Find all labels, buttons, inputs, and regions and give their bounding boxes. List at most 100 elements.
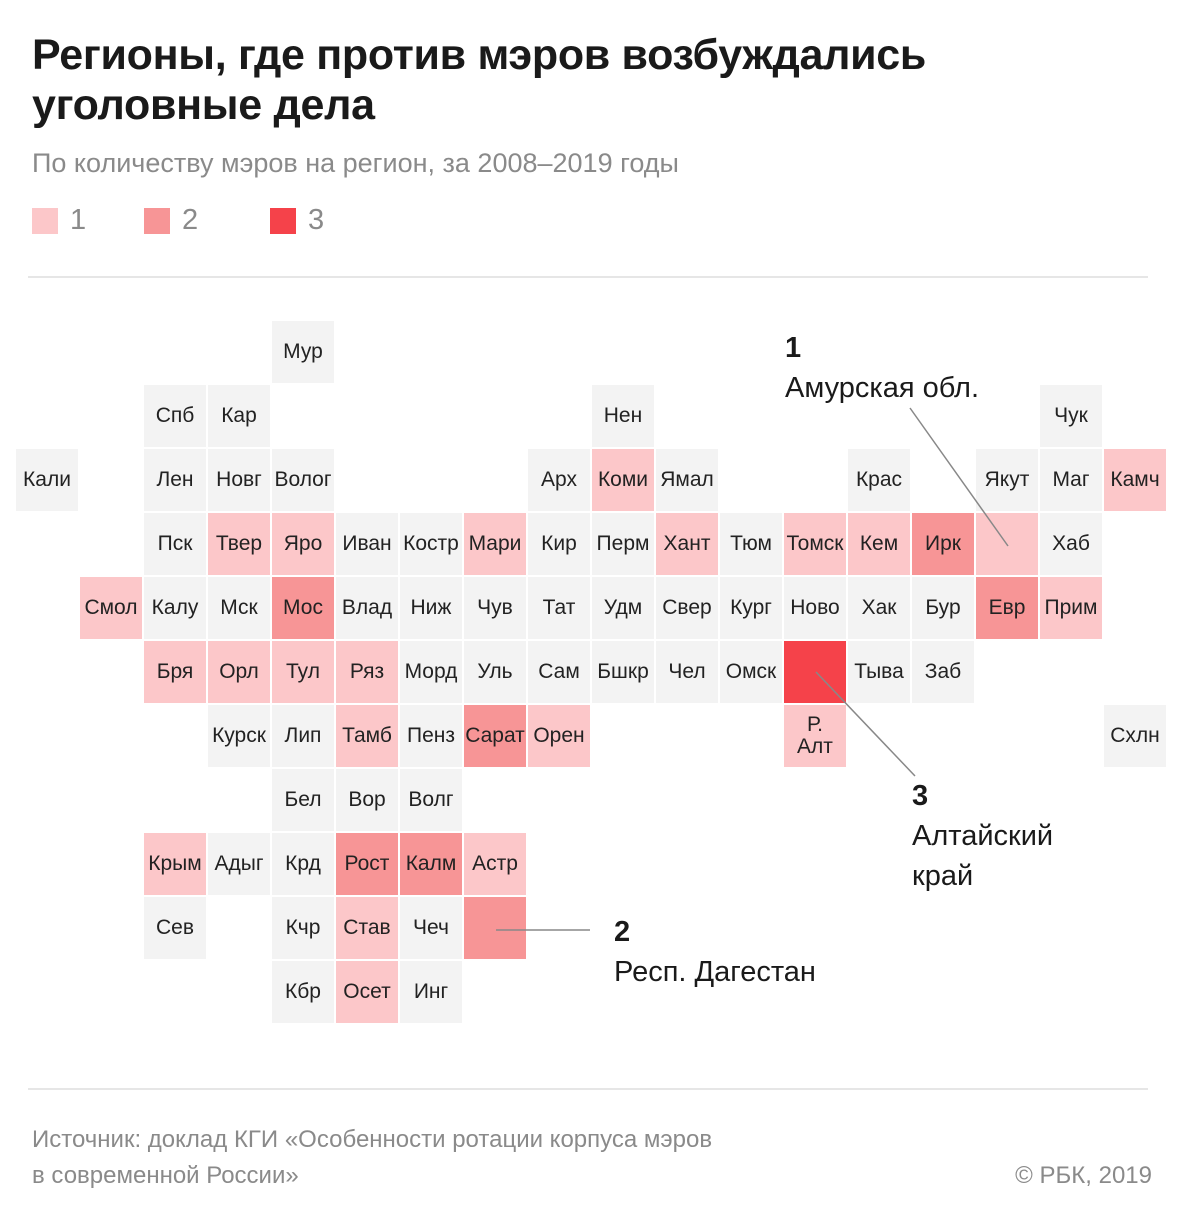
region-tile-яро: Яро	[272, 513, 334, 575]
annotation-amur-text: Амурская обл.	[785, 372, 980, 404]
region-tile-орен: Орен	[528, 705, 590, 767]
region-tile-иван: Иван	[336, 513, 398, 575]
region-tile-хаб: Хаб	[1040, 513, 1102, 575]
annotation-altai-text-line1: Алтайский	[912, 820, 1054, 852]
region-tile-свер: Свер	[656, 577, 718, 639]
legend-swatch-2	[144, 208, 170, 234]
region-tile-нен: Нен	[592, 385, 654, 447]
region-tile-лип: Лип	[272, 705, 334, 767]
region-tile-чел: Чел	[656, 641, 718, 703]
region-tile-став: Став	[336, 897, 398, 959]
region-tile-ямал: Ямал	[656, 449, 718, 511]
region-tile-евр: Евр	[976, 577, 1038, 639]
region-tile-сарат: Сарат	[464, 705, 526, 767]
region-tile-морд: Морд	[400, 641, 462, 703]
region-tile-кали: Кали	[16, 449, 78, 511]
region-tile-бшкр: Бшкр	[592, 641, 654, 703]
region-tile-маг: Маг	[1040, 449, 1102, 511]
region-tile-чук: Чук	[1040, 385, 1102, 447]
region-tile-крым: Крым	[144, 833, 206, 895]
region-tile-мур: Мур	[272, 321, 334, 383]
source-line-2: в современной России»	[32, 1162, 299, 1189]
region-tile-заб: Заб	[912, 641, 974, 703]
legend-swatch-1	[32, 208, 58, 234]
region-tile-арх: Арх	[528, 449, 590, 511]
region-tile-адыг: Адыг	[208, 833, 270, 895]
region-tile-калм: Калм	[400, 833, 462, 895]
region-tile-крд: Крд	[272, 833, 334, 895]
region-tile-твер: Твер	[208, 513, 270, 575]
region-tile-якут: Якут	[976, 449, 1038, 511]
region-tile-ново: Ново	[784, 577, 846, 639]
region-tile-тат: Тат	[528, 577, 590, 639]
region-tile-волог: Волог	[272, 449, 334, 511]
region-tile-тамб: Тамб	[336, 705, 398, 767]
region-tile-спб: Спб	[144, 385, 206, 447]
legend-label-2: 2	[182, 204, 199, 236]
bottom-divider	[28, 1088, 1148, 1090]
region-tile-костр: Костр	[400, 513, 462, 575]
region-tile-callout-амурская-обл	[976, 513, 1038, 575]
region-tile-прим: Прим	[1040, 577, 1102, 639]
region-tile-тыва: Тыва	[848, 641, 910, 703]
region-tile-хак: Хак	[848, 577, 910, 639]
region-tile-орл: Орл	[208, 641, 270, 703]
region-tile-удм: Удм	[592, 577, 654, 639]
region-tile-кбр: Кбр	[272, 961, 334, 1023]
region-tile-рост: Рост	[336, 833, 398, 895]
region-tile-уль: Уль	[464, 641, 526, 703]
region-tile-тул: Тул	[272, 641, 334, 703]
region-tile-волг: Волг	[400, 769, 462, 831]
chart-subtitle: По количеству мэров на регион, за 2008–2…	[32, 148, 679, 178]
region-tile-вор: Вор	[336, 769, 398, 831]
region-tile-осет: Осет	[336, 961, 398, 1023]
region-tile-кчр: Кчр	[272, 897, 334, 959]
region-tile-мос: Мос	[272, 577, 334, 639]
region-tile-инг: Инг	[400, 961, 462, 1023]
region-tile-томск: Томск	[784, 513, 846, 575]
source-line-1: Источник: доклад КГИ «Особенности ротаци…	[32, 1126, 713, 1153]
region-tile-тюм: Тюм	[720, 513, 782, 575]
annotation-altai: 3 Алтайский край	[912, 776, 1053, 896]
region-tile-callout-респ-дагестан	[464, 897, 526, 959]
region-tile-кир: Кир	[528, 513, 590, 575]
legend-label-3: 3	[308, 204, 325, 236]
annotation-dagestan: 2 Респ. Дагестан	[614, 912, 816, 992]
region-tile-чеч: Чеч	[400, 897, 462, 959]
region-tile-камч: Камч	[1104, 449, 1166, 511]
region-tile-пенз: Пенз	[400, 705, 462, 767]
annotation-dagestan-number: 2	[614, 916, 631, 948]
region-tile-хант: Хант	[656, 513, 718, 575]
region-tile-курск: Курск	[208, 705, 270, 767]
annotation-altai-text-line2: край	[912, 860, 974, 892]
annotation-altai-number: 3	[912, 780, 929, 812]
region-tile-чув: Чув	[464, 577, 526, 639]
region-tile-р-алт: Р. Алт	[784, 705, 846, 767]
region-tile-бел: Бел	[272, 769, 334, 831]
region-tile-лен: Лен	[144, 449, 206, 511]
region-tile-омск: Омск	[720, 641, 782, 703]
source-note: Источник: доклад КГИ «Особенности ротаци…	[32, 1122, 932, 1194]
region-tile-перм: Перм	[592, 513, 654, 575]
region-tile-крас: Крас	[848, 449, 910, 511]
annotation-amur-number: 1	[785, 332, 802, 364]
top-divider	[28, 276, 1148, 278]
region-tile-коми: Коми	[592, 449, 654, 511]
region-tile-схлн: Схлн	[1104, 705, 1166, 767]
region-tile-кар: Кар	[208, 385, 270, 447]
region-tile-бря: Бря	[144, 641, 206, 703]
region-tile-сам: Сам	[528, 641, 590, 703]
region-tile-новг: Новг	[208, 449, 270, 511]
region-tile-астр: Астр	[464, 833, 526, 895]
region-tile-кург: Кург	[720, 577, 782, 639]
annotation-amur: 1 Амурская обл.	[785, 328, 979, 408]
region-tile-ирк: Ирк	[912, 513, 974, 575]
region-tile-смол: Смол	[80, 577, 142, 639]
region-tile-калу: Калу	[144, 577, 206, 639]
region-tile-мск: Мск	[208, 577, 270, 639]
region-tile-кем: Кем	[848, 513, 910, 575]
region-tile-ряз: Ряз	[336, 641, 398, 703]
region-tile-пск: Пск	[144, 513, 206, 575]
region-tile-callout-алтайский-край	[784, 641, 846, 703]
region-tile-мари: Мари	[464, 513, 526, 575]
